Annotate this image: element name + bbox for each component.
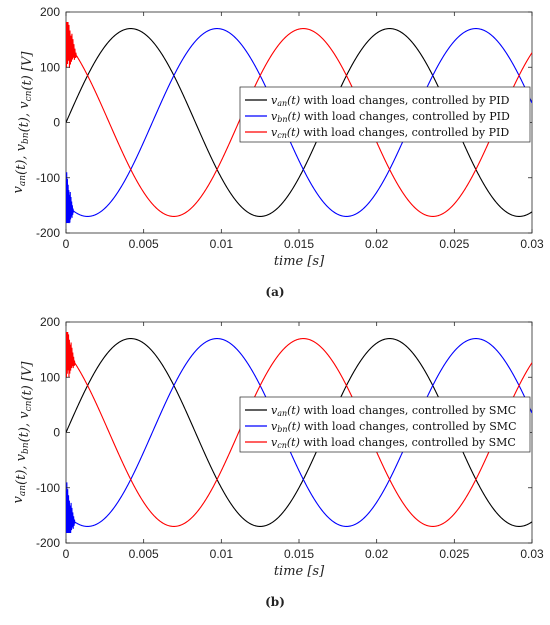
figure-caption: (b): [265, 595, 285, 609]
y-tick-label: -200: [36, 226, 60, 240]
y-tick-label: -200: [36, 536, 60, 550]
legend-entry: vcn(t) with load changes, controlled by …: [271, 436, 516, 450]
y-tick-label: 200: [40, 5, 60, 19]
legend-box: [239, 86, 531, 143]
series-line-vbn: [66, 338, 532, 534]
x-tick-label: 0.02: [365, 547, 389, 561]
chart-panel-b: 0 0.005 0.01 0.015 0.02 0.025 0.03 -200 -100 0 100…: [11, 315, 544, 609]
y-tick-label: 0: [53, 116, 60, 130]
y-tick-label: -100: [36, 171, 60, 185]
y-axis-label: van(t), vbn(t), vcn(t) [V]: [11, 51, 35, 194]
x-tick-label: 0.01: [210, 237, 234, 251]
y-axis-label: van(t), vbn(t), vcn(t) [V]: [11, 361, 35, 504]
legend-entry: van(t) with load changes, controlled by …: [271, 94, 510, 108]
x-tick-label: 0.015: [284, 237, 314, 251]
x-tick-label: 0.005: [129, 547, 159, 561]
y-tick-label: -100: [36, 481, 60, 495]
x-tick-label: 0.01: [210, 547, 234, 561]
x-tick-label: 0.02: [365, 237, 389, 251]
legend-entry: van(t) with load changes, controlled by …: [271, 404, 516, 418]
legend: van(t) with load changes, controlled by …: [239, 86, 531, 143]
y-tick-label: 200: [40, 315, 60, 329]
x-tick-label: 0: [63, 237, 70, 251]
legend-box: [239, 396, 531, 453]
series-line-vcn: [66, 331, 532, 527]
x-tick-label: 0.025: [439, 237, 469, 251]
x-tick-label: 0.03: [520, 547, 544, 561]
x-axis-label: time [s]: [274, 564, 325, 579]
x-tick-label: 0.015: [284, 547, 314, 561]
x-tick-label: 0: [63, 547, 70, 561]
y-tick-label: 100: [40, 370, 60, 384]
x-axis-label: time [s]: [274, 254, 325, 269]
x-tick-label: 0.005: [129, 237, 159, 251]
y-tick-label: 100: [40, 60, 60, 74]
x-tick-label: 0.03: [520, 237, 544, 251]
series-line-vbn: [66, 28, 532, 224]
x-tick-label: 0.025: [439, 547, 469, 561]
figure-caption: (a): [265, 285, 284, 299]
legend: van(t) with load changes, controlled by …: [239, 396, 531, 453]
legend-entry: vbn(t) with load changes, controlled by …: [271, 420, 516, 434]
series-line-vcn: [66, 21, 532, 217]
legend-entry: vbn(t) with load changes, controlled by …: [271, 110, 510, 124]
y-tick-label: 0: [53, 426, 60, 440]
legend-entry: vcn(t) with load changes, controlled by …: [271, 126, 509, 140]
chart-panel-a: 0 0.005 0.01 0.015 0.02 0.025 0.03 -200 -100 0 100…: [11, 5, 544, 299]
